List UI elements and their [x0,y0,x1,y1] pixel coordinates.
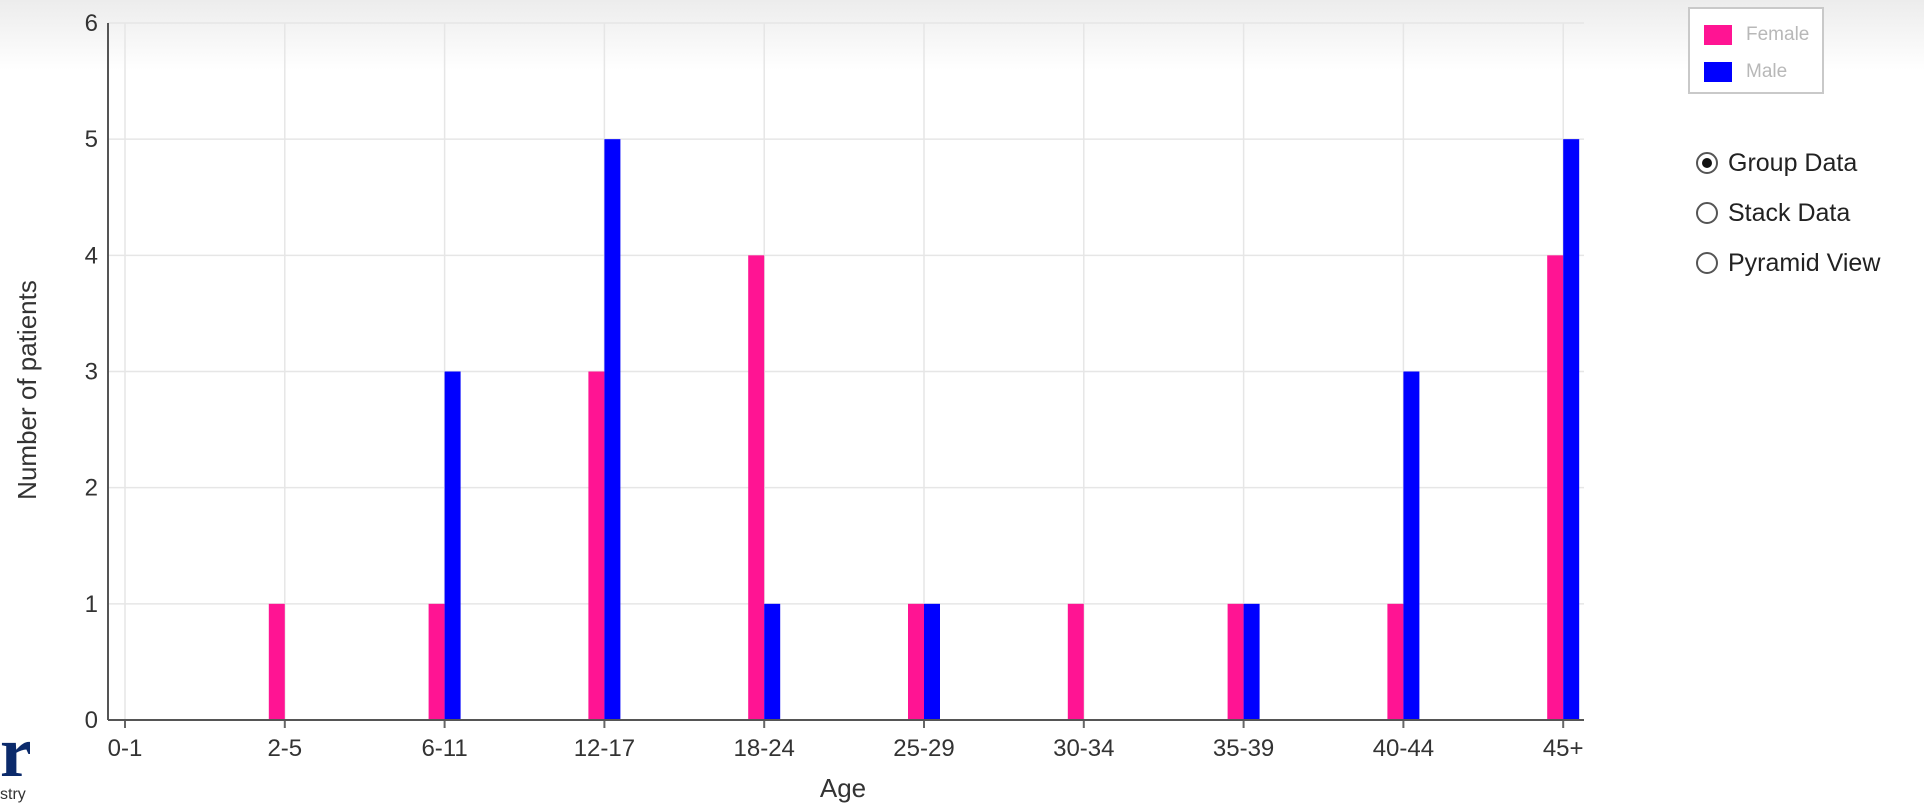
y-tick-label: 5 [85,126,98,153]
legend-swatch-female [1704,25,1732,45]
axes [107,23,1584,728]
bars [268,139,1580,721]
x-tick-label: 18-24 [734,735,795,762]
y-tick-label: 2 [85,475,98,502]
bar-female-18-24[interactable] [748,255,765,721]
bar-male-40-44[interactable] [1403,371,1420,721]
x-tick-labels: 0-1 2-5 6-11 12-17 18-24 25-29 30-34 35-39 40-44… [108,735,1584,762]
radio-label-stack-data[interactable]: Stack Data [1728,198,1851,227]
radio-button-stack-data[interactable] [1696,202,1718,224]
legend-item-male[interactable]: Male [1704,59,1787,85]
bar-female-12-17[interactable] [588,371,605,721]
y-axis-title: Number of patients [12,280,42,500]
bar-female-6-11[interactable] [428,603,445,720]
radio-button-pyramid-view[interactable] [1696,252,1718,274]
radio-group-data[interactable]: Group Data [1696,138,1880,188]
x-tick-label: 25-29 [893,735,954,762]
x-tick-label: 12-17 [574,735,635,762]
radio-label-group-data[interactable]: Group Data [1728,148,1858,177]
radio-button-group-data[interactable] [1696,152,1718,174]
bar-female-45+[interactable] [1547,255,1564,721]
bar-female-40-44[interactable] [1387,603,1404,720]
legend-swatch-male [1704,62,1732,82]
x-tick-label: 2-5 [267,735,302,762]
chart-top-shade [0,0,1924,70]
x-tick-label: 6-11 [421,735,467,762]
logo-text: stry [0,786,26,803]
x-tick-label: 0-1 [108,735,143,762]
y-tick-label: 4 [85,242,98,269]
bar-male-6-11[interactable] [444,371,461,721]
view-options: Group Data Stack Data Pyramid View [1696,138,1880,288]
x-axis-title: Age [820,773,866,803]
x-tick-label: 35-39 [1213,735,1274,762]
y-tick-label: 3 [85,359,98,386]
radio-pyramid-view[interactable]: Pyramid View [1696,238,1880,288]
bar-male-35-39[interactable] [1243,603,1260,720]
bar-female-2-5[interactable] [268,603,285,720]
grid-lines [108,22,1584,720]
y-tick-label: 1 [85,591,98,618]
y-tick-label: 6 [85,10,98,37]
legend-label-female: Female [1746,24,1810,45]
y-tick-labels: 0 1 2 3 4 5 6 [85,10,98,734]
bar-male-12-17[interactable] [604,139,621,720]
x-tick-label: 45+ [1543,735,1584,762]
x-tick-label: 40-44 [1373,735,1434,762]
chart-legend: Female Male [1688,7,1824,94]
x-tick-label: 30-34 [1053,735,1114,762]
y-tick-label: 0 [85,707,98,734]
logo-mark: r [0,722,30,782]
bar-female-35-39[interactable] [1227,603,1244,720]
bar-male-25-29[interactable] [924,603,940,720]
bar-male-18-24[interactable] [764,603,781,720]
bar-female-30-34[interactable] [1067,603,1084,720]
bar-female-25-29[interactable] [908,603,924,720]
radio-label-pyramid-view[interactable]: Pyramid View [1728,248,1881,277]
legend-item-female[interactable]: Female [1704,22,1809,48]
legend-label-male: Male [1746,61,1788,82]
bar-male-45+[interactable] [1563,139,1580,720]
radio-stack-data[interactable]: Stack Data [1696,188,1880,238]
